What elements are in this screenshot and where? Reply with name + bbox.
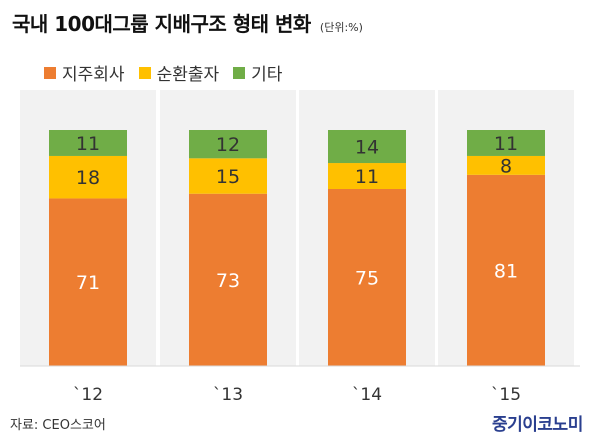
bar-segment xyxy=(328,163,406,189)
chart-unit: (단위:%) xyxy=(319,21,363,34)
bar-segment xyxy=(49,198,127,366)
data-label: 71 xyxy=(76,272,100,294)
x-tick-label: `13 xyxy=(213,385,243,405)
chart-title: 국내 100대그룹 지배구조 형태 변화 xyxy=(12,12,311,36)
publisher-logo: 중기이코노미 xyxy=(492,415,583,435)
data-label: 81 xyxy=(494,260,518,282)
data-label: 12 xyxy=(216,134,240,156)
bar-segment xyxy=(328,130,406,164)
bar-segment xyxy=(189,158,267,194)
bar-segment xyxy=(328,189,406,366)
legend-swatch-cross xyxy=(138,66,151,79)
legend-swatch-other xyxy=(233,66,246,79)
data-label: 14 xyxy=(355,137,379,159)
x-tick-label: `14 xyxy=(352,385,382,405)
bar-segment xyxy=(467,174,545,366)
data-label: 11 xyxy=(76,133,100,155)
data-label: 15 xyxy=(216,166,240,188)
legend-item-cross: 순환출자 xyxy=(138,60,220,85)
legend-label-other: 기타 xyxy=(251,65,283,85)
legend-swatch-holding xyxy=(44,66,56,79)
bar-segment xyxy=(467,130,545,156)
legend-label-cross: 순환출자 xyxy=(156,65,220,85)
bar-segment xyxy=(49,130,127,156)
x-tick-label: `15 xyxy=(491,385,521,405)
data-label: 75 xyxy=(355,268,379,290)
bar-segment xyxy=(189,193,267,366)
data-label: 11 xyxy=(355,166,379,188)
data-label: 8 xyxy=(500,155,512,177)
data-label: 18 xyxy=(76,167,100,189)
legend-item-other: 기타 xyxy=(233,60,282,85)
legend: 지주회사 순환출자 기타 xyxy=(44,60,282,85)
chart-title-row: 국내 100대그룹 지배구조 형태 변화 (단위:%) xyxy=(12,8,363,37)
data-label: 11 xyxy=(494,133,518,155)
bar-segment xyxy=(189,130,267,159)
x-tick-label: `12 xyxy=(73,385,103,405)
legend-item-holding: 지주회사 xyxy=(44,60,125,85)
source-note: 자료: CEO스코어 xyxy=(10,418,106,433)
bar-segment xyxy=(49,155,127,199)
legend-label-holding: 지주회사 xyxy=(62,65,125,85)
data-label: 73 xyxy=(216,270,240,292)
bar-segment xyxy=(467,155,545,175)
